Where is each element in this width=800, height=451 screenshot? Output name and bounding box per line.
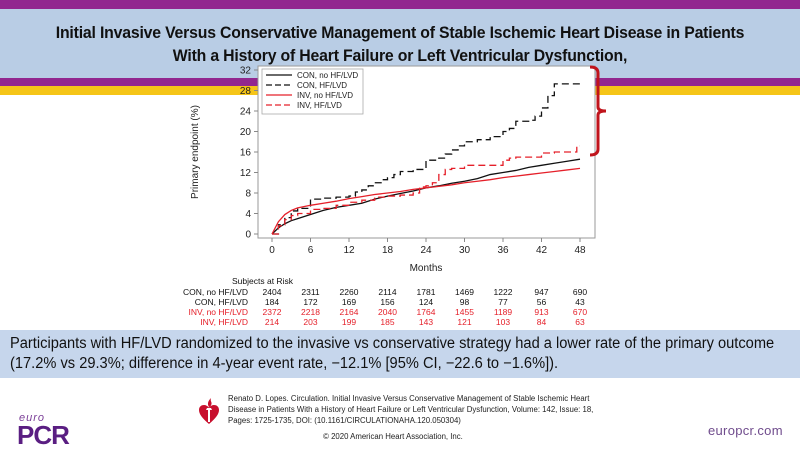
risk-value: 199 [341,317,357,327]
risk-row-label: INV, HF/LVD [200,317,248,327]
risk-row-label: CON, no HF/LVD [182,287,248,297]
legend-label: INV, no HF/LVD [297,91,353,100]
risk-value: 56 [536,297,547,307]
europcr-url[interactable]: europcr.com [708,423,783,438]
risk-value: 1455 [455,307,474,317]
risk-value: 77 [498,297,508,307]
risk-value: 1469 [455,287,474,297]
y-tick-label: 20 [240,127,252,138]
x-tick-label: 24 [420,245,432,256]
x-tick-label: 42 [536,245,548,256]
risk-value: 2260 [339,287,359,297]
slide-title: Initial Invasive Versus Conservative Man… [55,23,745,65]
legend-label: INV, HF/LVD [297,101,342,110]
risk-value: 185 [380,317,395,327]
y-tick-label: 16 [240,148,252,159]
y-tick-label: 4 [245,209,251,220]
risk-value: 1222 [493,287,513,297]
risk-value: 670 [572,307,588,317]
risk-value: 169 [341,297,357,307]
risk-value: 2040 [378,307,397,317]
risk-row-label: CON, HF/LVD [194,297,248,307]
summary-line-2: (17.2% vs 29.3%; difference in 4-year ev… [10,355,559,372]
y-axis-label: Primary endpoint (%) [190,105,201,199]
x-tick-label: 18 [382,245,394,256]
risk-value: 143 [418,317,434,327]
risk-value: 1189 [493,307,513,317]
risk-value: 103 [495,317,511,327]
x-tick-label: 12 [343,245,355,256]
y-tick-label: 12 [240,168,252,179]
y-tick-label: 32 [240,66,252,77]
citation-text: Renato D. Lopes. Circulation. Initial In… [228,394,594,425]
x-tick-label: 0 [269,245,275,256]
top-accent-bar [0,0,800,9]
europcr-logo-euro: euro [19,412,46,424]
risk-value: 690 [572,287,588,297]
legend-label: CON, no HF/LVD [297,71,358,80]
curve-con-no-hf-lvd [271,158,581,235]
bracket-shape [589,65,607,157]
risk-value: 1781 [416,287,436,297]
curve-inv-no-hf-lvd [271,167,581,235]
risk-value: 214 [264,317,280,327]
y-tick-label: 0 [245,230,251,241]
risk-value: 84 [536,317,547,327]
risk-value: 184 [264,297,280,307]
curve-con-hf-lvd [272,83,580,235]
y-tick-label: 8 [245,189,251,200]
risk-value: 2164 [339,307,359,317]
y-tick-label: 24 [240,107,252,118]
difference-bracket [589,65,607,157]
copyright-text: © 2020 American Heart Association, Inc. [323,432,463,441]
risk-value: 947 [534,287,549,297]
risk-value: 43 [575,297,585,307]
risk-value: 121 [457,317,472,327]
risk-value: 1764 [416,307,436,317]
legend-label: CON, HF/LVD [297,81,347,90]
x-tick-label: 6 [308,245,314,256]
x-tick-label: 30 [459,245,471,256]
chart-curves [271,83,581,235]
risk-value: 2372 [262,307,282,317]
legend-box [261,68,364,115]
x-tick-label: 36 [497,245,509,256]
risk-value: 63 [575,317,585,327]
x-tick-label: 48 [574,245,586,256]
risk-row-label: INV, no HF/LVD [188,307,248,317]
risk-value: 2114 [378,287,397,297]
summary-line-1: Participants with HF/LVD randomized to t… [10,335,775,352]
risk-table-title: Subjects at Risk [232,276,293,286]
risk-value: 203 [303,317,318,327]
europcr-logo-pcr: PCR [17,420,70,450]
risk-value: 124 [418,297,434,307]
risk-value: 913 [534,307,549,317]
risk-value: 98 [459,297,470,307]
summary-band: Participants with HF/LVD randomized to t… [0,330,800,378]
risk-value: 2404 [262,287,282,297]
risk-value: 172 [303,297,318,307]
y-tick-label: 28 [240,86,252,97]
risk-value: 2311 [301,287,320,297]
risk-value: 2218 [301,307,320,317]
curve-inv-hf-lvd [272,145,580,235]
x-axis-label: Months [410,263,443,274]
aha-heart-torch-icon [199,398,219,424]
risk-value: 156 [380,297,395,307]
